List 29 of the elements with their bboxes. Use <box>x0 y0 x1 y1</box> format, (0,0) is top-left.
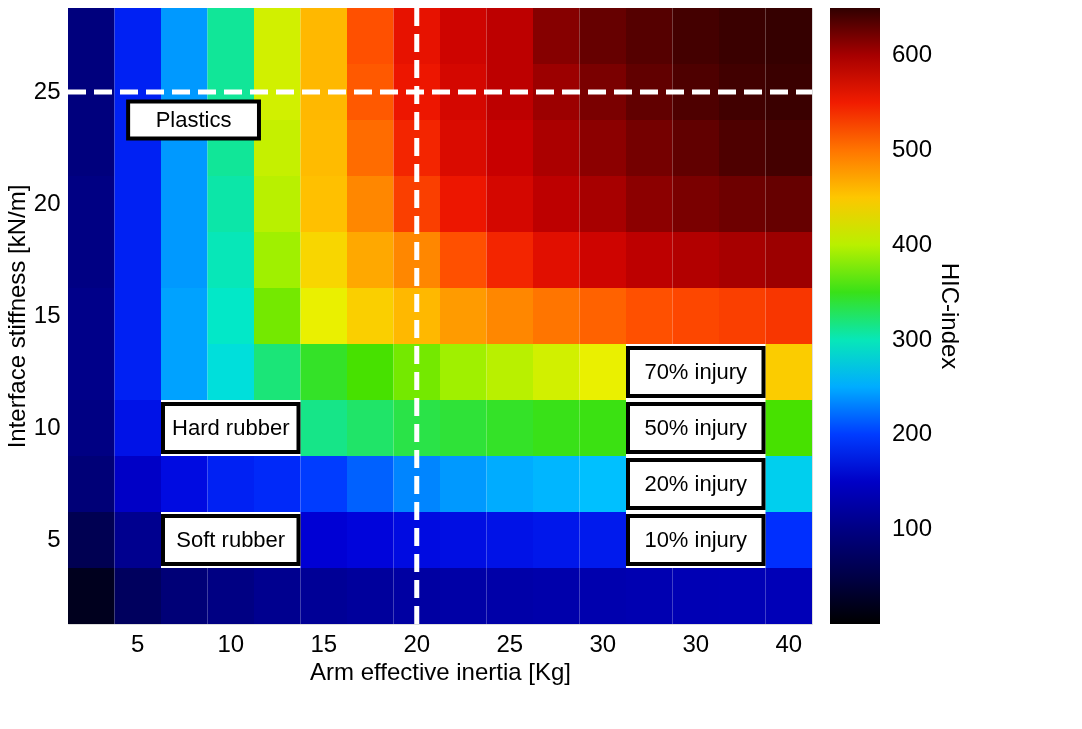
x-tick-label: 10 <box>217 629 245 657</box>
annotation: 10% injury <box>644 527 748 552</box>
x-tick-label: 20 <box>403 629 431 657</box>
y-tick-label: 15 <box>33 301 61 328</box>
color-bar-label: 300 <box>892 324 933 352</box>
y-tick-label: 10 <box>33 413 61 440</box>
annotation: 20% injury <box>644 471 748 496</box>
x-tick-label: 15 <box>310 629 338 657</box>
y-tick-label: 5 <box>47 525 61 552</box>
y-tick-label: 20 <box>33 189 61 216</box>
x-tick-label: 40 <box>775 629 803 657</box>
annotation: 70% injury <box>644 359 748 384</box>
annotation: Plastics <box>155 107 232 132</box>
color-bar-label: 600 <box>892 40 933 68</box>
x-tick-label: 5 <box>131 629 145 657</box>
color-bar-title: HIC-index <box>937 262 964 370</box>
annotation: Hard rubber <box>172 415 290 440</box>
color-bar-label: 400 <box>892 229 933 257</box>
color-bar-label: 100 <box>892 514 933 542</box>
x-tick-label: 30 <box>589 629 617 657</box>
x-tick-label: 30 <box>682 629 710 657</box>
annotation: 50% injury <box>644 415 748 440</box>
x-tick-label: 25 <box>496 629 524 657</box>
x-axis-title: Arm effective inertia [Kg] <box>310 657 571 685</box>
annotation: Soft rubber <box>176 527 286 552</box>
color-bar-label: 500 <box>892 135 933 163</box>
y-tick-label: 25 <box>33 77 61 104</box>
color-bar-label: 200 <box>892 419 933 447</box>
y-axis-title: Interface stiffness [kN/m] <box>2 184 30 449</box>
